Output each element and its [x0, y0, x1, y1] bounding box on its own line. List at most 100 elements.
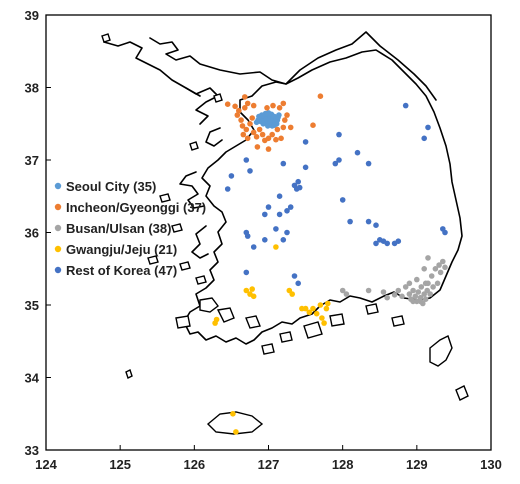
data-point: [250, 244, 257, 250]
data-point: [410, 298, 416, 305]
data-point: [212, 320, 218, 326]
data-point: [250, 102, 257, 109]
data-point: [238, 117, 244, 123]
data-point: [243, 157, 250, 163]
x-tick-label: 128: [332, 457, 354, 472]
data-point: [240, 131, 247, 138]
data-point: [262, 211, 268, 218]
data-point: [421, 135, 428, 142]
data-point: [354, 149, 361, 156]
data-point: [280, 237, 287, 243]
data-point: [299, 305, 305, 312]
data-point: [373, 240, 379, 247]
data-point: [274, 126, 281, 133]
data-point: [243, 287, 250, 294]
data-point: [339, 287, 346, 294]
x-tick-label: 127: [258, 457, 280, 472]
data-points-layer: [212, 93, 448, 435]
data-point: [284, 112, 290, 118]
data-point: [365, 160, 372, 167]
data-point: [276, 112, 282, 118]
data-point: [436, 262, 442, 268]
data-point: [295, 280, 302, 287]
data-point: [430, 284, 436, 290]
data-point: [259, 131, 266, 138]
data-point: [253, 119, 260, 126]
y-tick-label: 33: [25, 443, 39, 458]
data-point: [273, 226, 279, 232]
data-point: [267, 119, 273, 126]
y-tick-label: 36: [25, 226, 39, 241]
data-point: [427, 291, 434, 297]
legend-marker: [54, 182, 62, 190]
data-point: [406, 291, 413, 297]
coastline-outline: [101, 31, 469, 435]
data-point: [336, 157, 342, 163]
data-point: [380, 289, 387, 295]
data-point: [422, 296, 429, 303]
data-point: [282, 117, 288, 123]
data-point: [336, 131, 342, 138]
data-point: [347, 218, 353, 225]
data-point: [280, 100, 287, 107]
data-point: [276, 105, 283, 111]
data-point: [289, 291, 296, 297]
data-point: [365, 287, 372, 294]
data-point: [264, 105, 270, 111]
x-tick-label: 124: [35, 457, 57, 472]
data-point: [339, 197, 346, 203]
data-point: [243, 126, 250, 133]
data-point: [287, 204, 294, 210]
data-point: [415, 289, 422, 295]
data-point: [249, 115, 255, 121]
data-point: [247, 168, 253, 174]
data-point: [402, 284, 409, 290]
data-point: [442, 264, 448, 271]
legend-label: Busan/Ulsan (38): [66, 221, 171, 236]
data-point: [437, 269, 444, 276]
data-point: [269, 131, 276, 138]
x-tick-label: 129: [406, 457, 428, 472]
data-point: [395, 287, 402, 294]
data-point: [306, 309, 313, 316]
data-point: [421, 266, 428, 272]
data-point: [373, 222, 379, 228]
data-point: [236, 107, 242, 114]
series-1-points: [224, 93, 324, 152]
data-point: [249, 286, 255, 292]
y-tick-label: 37: [25, 153, 39, 168]
data-point: [232, 103, 238, 110]
x-axis-ticks: 124 125 126 127 128 129 130: [35, 445, 502, 472]
data-point: [343, 291, 350, 297]
data-point: [228, 173, 235, 179]
series-4-points: [224, 102, 448, 287]
data-point: [244, 135, 251, 142]
data-point: [278, 135, 284, 142]
data-point: [442, 229, 448, 236]
data-point: [321, 320, 327, 326]
series-0-points: [253, 110, 282, 129]
y-tick-label: 34: [25, 371, 40, 386]
data-point: [270, 102, 276, 109]
data-point: [265, 146, 272, 152]
data-point: [265, 135, 272, 142]
data-point: [414, 276, 420, 283]
data-point: [425, 255, 431, 261]
data-point: [399, 293, 405, 300]
legend-marker: [54, 224, 62, 232]
data-point: [224, 101, 231, 107]
legend-label: Gwangju/Jeju (21): [66, 242, 177, 257]
data-point: [310, 122, 316, 128]
data-point: [410, 287, 416, 294]
data-point: [391, 292, 398, 298]
data-point: [276, 193, 283, 199]
data-point: [287, 124, 294, 131]
data-point: [239, 123, 246, 129]
data-point: [265, 204, 272, 210]
data-point: [425, 124, 431, 131]
plot-frame: [45, 14, 492, 451]
data-point: [284, 229, 290, 236]
data-point: [432, 266, 439, 272]
data-point: [384, 294, 391, 301]
